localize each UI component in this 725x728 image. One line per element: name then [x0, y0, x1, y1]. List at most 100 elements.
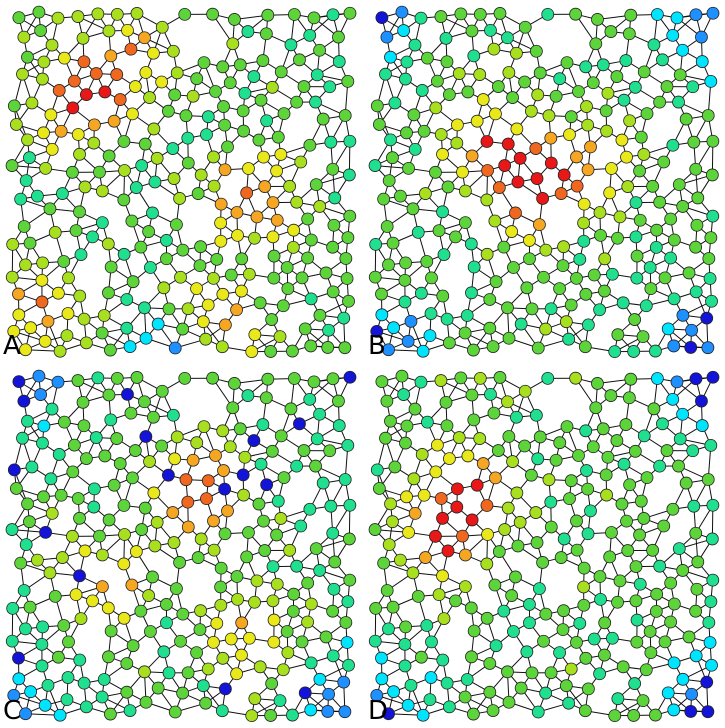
- network-node: [570, 150, 583, 164]
- network-node: [440, 419, 454, 433]
- network-node: [480, 247, 494, 261]
- network-node: [637, 65, 651, 79]
- nodes: [368, 369, 720, 723]
- network-node: [252, 133, 266, 147]
- network-node: [332, 394, 345, 408]
- network-node: [19, 622, 32, 636]
- network-node: [598, 616, 612, 630]
- network-node: [287, 223, 301, 237]
- network-node: [431, 438, 444, 452]
- network-node: [341, 231, 355, 245]
- network-node: [58, 51, 71, 65]
- network-node: [465, 286, 478, 300]
- network-node: [256, 54, 270, 67]
- network-node: [139, 66, 153, 79]
- network-node: [313, 200, 327, 213]
- network-node: [173, 556, 187, 569]
- network-node: [406, 202, 420, 216]
- network-node: [489, 639, 503, 653]
- network-node: [206, 7, 220, 21]
- network-node: [260, 114, 274, 128]
- network-node: [544, 666, 558, 680]
- network-node: [689, 285, 703, 299]
- network-node: [622, 391, 636, 405]
- network-node: [21, 414, 34, 428]
- network-node: [579, 60, 593, 74]
- network-node: [454, 7, 468, 21]
- network-node: [35, 637, 49, 651]
- network-node: [706, 370, 720, 384]
- network-node: [404, 678, 418, 692]
- network-node: [615, 133, 629, 147]
- network-node: [701, 705, 715, 719]
- network-node: [89, 431, 103, 444]
- network-node: [442, 700, 456, 714]
- network-node: [135, 159, 149, 172]
- network-node: [377, 192, 391, 206]
- network-node: [214, 561, 228, 575]
- network-node: [397, 388, 411, 401]
- network-node: [326, 285, 340, 299]
- network-node: [73, 205, 86, 219]
- network-node: [570, 635, 583, 649]
- network-node: [242, 162, 255, 175]
- network-node: [644, 646, 658, 660]
- network-node: [226, 37, 240, 51]
- network-node: [309, 178, 323, 192]
- network-node: [209, 85, 222, 98]
- network-node: [21, 50, 34, 64]
- network-node: [615, 497, 629, 511]
- network-node: [37, 419, 51, 433]
- network-node: [201, 474, 215, 488]
- network-node: [408, 402, 422, 416]
- network-node: [176, 243, 190, 257]
- network-node: [506, 455, 519, 468]
- network-node: [436, 289, 450, 303]
- network-node: [539, 322, 553, 336]
- network-node: [342, 658, 355, 672]
- network-node: [34, 388, 48, 401]
- network-node: [35, 659, 49, 673]
- network-node: [304, 339, 318, 353]
- network-node: [146, 570, 159, 584]
- network-node: [32, 5, 46, 19]
- network-node: [197, 420, 211, 434]
- network-node: [530, 172, 544, 185]
- network-node: [36, 620, 49, 634]
- network-node: [531, 705, 545, 719]
- network-node: [236, 468, 250, 482]
- network-node: [429, 529, 442, 543]
- nodes: [368, 5, 720, 359]
- network-node: [589, 401, 603, 415]
- network-node: [322, 323, 336, 337]
- network-node: [593, 667, 606, 681]
- network-node: [242, 631, 256, 645]
- network-node: [303, 138, 317, 152]
- network-node: [216, 424, 230, 438]
- nodes: [5, 369, 357, 723]
- network-node: [181, 495, 195, 509]
- network-node: [139, 695, 153, 709]
- network-node: [319, 630, 333, 644]
- network-node: [525, 302, 539, 316]
- network-node: [577, 197, 591, 211]
- network-node: [510, 46, 523, 60]
- network-node: [290, 195, 304, 209]
- network-node: [5, 159, 19, 172]
- network-node: [79, 88, 93, 101]
- network-node: [705, 168, 719, 182]
- network-node: [643, 261, 657, 274]
- network-node: [178, 7, 192, 21]
- network-node: [523, 234, 536, 247]
- network-node: [231, 592, 244, 606]
- network-node: [235, 616, 249, 630]
- network-node: [236, 104, 250, 118]
- network-node: [62, 271, 75, 285]
- network-node: [377, 556, 391, 570]
- network-node: [549, 89, 563, 103]
- network-node: [293, 53, 306, 67]
- network-node: [157, 281, 171, 295]
- network-node: [686, 444, 700, 458]
- network-node: [24, 685, 38, 699]
- network-node: [629, 230, 643, 244]
